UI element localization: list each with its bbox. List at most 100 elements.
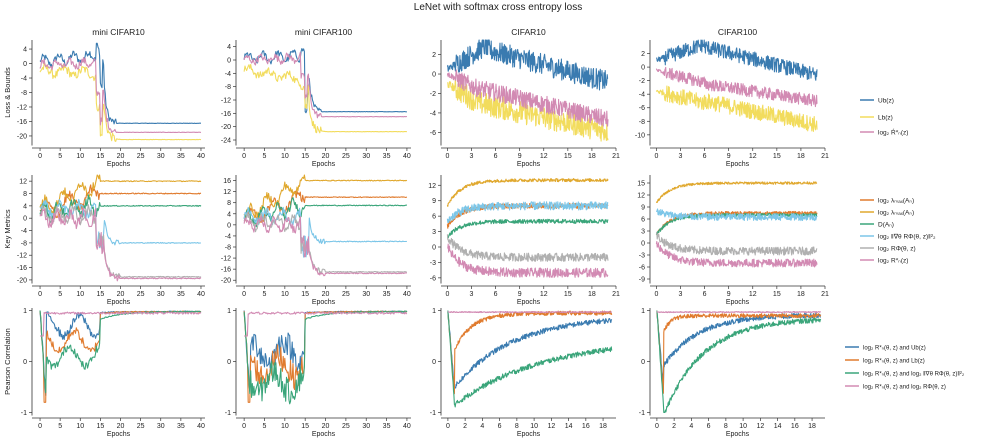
x-tick-label: 0: [38, 291, 42, 298]
series-line-metric-3: [243, 206, 407, 258]
y-tick-label: -6: [430, 130, 436, 137]
series-line-metric-4: [39, 204, 202, 278]
y-tick-label: -12: [221, 256, 231, 263]
x-axis-label: Epochs: [726, 161, 750, 168]
x-tick-label: 6: [707, 423, 711, 430]
x-tick-label: 35: [177, 153, 185, 160]
legend-item: log₂ λₘₐₓ(Aₙ): [860, 198, 914, 205]
y-tick-label: -4: [430, 110, 436, 117]
y-tick-label: -8: [225, 245, 231, 252]
x-tick-label: 20: [117, 291, 125, 298]
x-tick-label: 40: [197, 423, 205, 430]
series-line-lb: [39, 63, 202, 142]
series-line-metric-1: [655, 181, 818, 204]
series-line-corr-3: [40, 311, 202, 337]
y-tick-label: -2: [430, 91, 436, 98]
x-tick-label: 35: [177, 291, 185, 298]
x-tick-label: 30: [362, 291, 370, 298]
y-tick-label: 4: [23, 47, 27, 54]
legend-label: log₂ R*ₙ(θ, z) and log₂ RΦ(θ, z): [863, 385, 946, 391]
panel-r0-c3: CIFAR100 2 0 -2 -4 -6 -8 -10 0 3 6 9 12 15 18 21 Epochs: [635, 27, 829, 168]
y-tick-label: 0: [227, 222, 231, 229]
y-tick-label: -2: [639, 78, 645, 85]
y-tick-label: -20: [221, 278, 231, 285]
x-tick-label: 6: [703, 153, 707, 160]
series-line-corr-2: [656, 310, 822, 414]
legend-label: Lb(z): [878, 115, 893, 122]
y-tick-label: 3: [641, 229, 645, 236]
y-tick-label: 12: [428, 183, 436, 190]
x-tick-label: 5: [263, 291, 267, 298]
series-line-metric-3: [655, 208, 818, 222]
x-tick-label: 30: [157, 423, 165, 430]
series-line-lb: [655, 85, 818, 132]
x-tick-label: 15: [773, 291, 781, 298]
x-tick-label: 10: [281, 153, 289, 160]
x-tick-label: 5: [58, 423, 62, 430]
legend-label: log₂ ‖∇θ RΦ(θ, z)‖²₂: [878, 234, 936, 241]
y-tick-label: 0: [23, 359, 27, 366]
y-tick-label: 0: [641, 359, 645, 366]
x-tick-label: 2: [672, 423, 676, 430]
legend-row-1: log₂ λₘₐₓ(Aₙ) log₂ λₘₐₓ(Aₙ) D(Aₙ) log₂ ‖∇θ …: [860, 198, 936, 265]
x-tick-label: 14: [565, 423, 573, 430]
x-tick-label: 40: [197, 291, 205, 298]
x-tick-label: 10: [76, 291, 84, 298]
y-tick-label: -1: [430, 410, 436, 417]
x-tick-label: 8: [515, 423, 519, 430]
x-tick-label: 15: [301, 291, 309, 298]
y-tick-label: 2: [641, 51, 645, 58]
y-tick-label: 1: [227, 308, 231, 315]
y-tick-label: 3: [432, 229, 436, 236]
series-line-logr: [39, 57, 202, 134]
y-tick-label: -6: [639, 265, 645, 272]
x-tick-label: 18: [588, 153, 596, 160]
series-line-metric-5: [655, 241, 818, 268]
legend-item: D(Aₙ): [860, 222, 894, 229]
x-tick-label: 5: [58, 291, 62, 298]
x-tick-label: 12: [540, 153, 548, 160]
x-tick-label: 6: [703, 291, 707, 298]
legend-item: log₂ Ŕ*ₙ(z): [860, 128, 908, 137]
legend-label: Ub(z): [878, 98, 894, 105]
x-tick-label: 5: [263, 153, 267, 160]
x-tick-label: 25: [137, 153, 145, 160]
y-tick-label: 12: [223, 189, 231, 196]
x-tick-label: 18: [797, 153, 805, 160]
series-line-metric-1: [446, 178, 609, 207]
series-line-corr-2: [39, 310, 202, 394]
legend-item: log₂ ‖∇θ RΦ(θ, z)‖²₂: [860, 234, 936, 241]
y-tick-label: -1: [225, 410, 231, 417]
y-tick-label: 2: [432, 52, 436, 59]
series-line-metric-1: [243, 174, 408, 219]
x-tick-label: 9: [727, 153, 731, 160]
series-line-corr-1: [656, 310, 822, 394]
y-tick-label: 0: [432, 245, 436, 252]
x-axis-label: Epochs: [107, 161, 131, 168]
series-line-logr: [243, 51, 407, 119]
y-tick-label: 0: [23, 216, 27, 223]
y-tick-label: -4: [639, 92, 645, 99]
x-tick-label: 3: [470, 153, 474, 160]
x-tick-label: 18: [808, 423, 816, 430]
x-tick-label: 9: [518, 291, 522, 298]
series-line-logr: [655, 66, 818, 108]
x-tick-label: 9: [518, 153, 522, 160]
x-tick-label: 12: [749, 153, 757, 160]
x-tick-label: 2: [463, 423, 467, 430]
x-tick-label: 12: [756, 423, 764, 430]
y-tick-label: 9: [641, 205, 645, 212]
x-tick-label: 18: [599, 423, 607, 430]
x-tick-label: 14: [774, 423, 782, 430]
x-tick-label: 25: [342, 423, 350, 430]
series-line-corr-0: [656, 312, 821, 390]
x-tick-label: 3: [679, 153, 683, 160]
series-line-lb: [243, 63, 407, 134]
y-tick-label: 4: [227, 211, 231, 218]
x-tick-label: 25: [342, 153, 350, 160]
